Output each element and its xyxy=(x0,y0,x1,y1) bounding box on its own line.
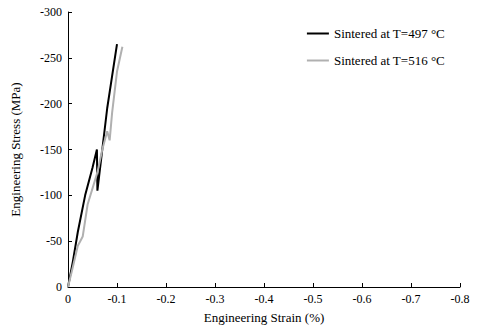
svg-text:0: 0 xyxy=(65,292,71,306)
svg-text:-0.3: -0.3 xyxy=(206,292,225,306)
svg-text:Engineering Stress (MPa): Engineering Stress (MPa) xyxy=(8,82,23,216)
svg-text:-50: -50 xyxy=(46,234,62,248)
svg-text:0: 0 xyxy=(56,280,62,294)
svg-text:-0.2: -0.2 xyxy=(157,292,176,306)
svg-text:-300: -300 xyxy=(40,5,62,19)
svg-text:-150: -150 xyxy=(40,143,62,157)
svg-text:-250: -250 xyxy=(40,51,62,65)
svg-text:-200: -200 xyxy=(40,97,62,111)
svg-text:-0.8: -0.8 xyxy=(451,292,470,306)
svg-text:-0.7: -0.7 xyxy=(402,292,421,306)
svg-text:-0.4: -0.4 xyxy=(255,292,274,306)
svg-text:-0.6: -0.6 xyxy=(353,292,372,306)
svg-text:-100: -100 xyxy=(40,188,62,202)
svg-text:Sintered at T=497 °C: Sintered at T=497 °C xyxy=(334,26,445,41)
svg-text:Sintered at T=516 °C: Sintered at T=516 °C xyxy=(334,53,445,68)
svg-text:-0.1: -0.1 xyxy=(108,292,127,306)
svg-text:-0.5: -0.5 xyxy=(304,292,323,306)
svg-text:Engineering Strain (%): Engineering Strain (%) xyxy=(204,310,325,325)
